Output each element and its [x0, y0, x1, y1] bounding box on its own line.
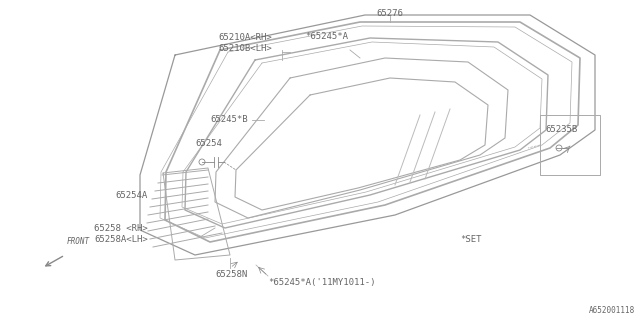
Text: 65210A<RH>: 65210A<RH>: [218, 33, 272, 42]
Text: A652001118: A652001118: [589, 306, 635, 315]
Text: 65258 <RH>: 65258 <RH>: [94, 224, 148, 233]
Text: 65276: 65276: [376, 9, 403, 18]
Text: 65235B: 65235B: [545, 125, 577, 134]
Text: 65245*B: 65245*B: [211, 116, 248, 124]
Text: 65258A<LH>: 65258A<LH>: [94, 235, 148, 244]
Text: FRONT: FRONT: [67, 237, 90, 246]
Text: *65245*A: *65245*A: [305, 32, 348, 41]
Text: *SET: *SET: [460, 236, 481, 244]
Text: 65254A: 65254A: [116, 190, 148, 199]
Text: 65258N: 65258N: [215, 270, 247, 279]
Text: 65254: 65254: [195, 139, 222, 148]
Text: 65210B<LH>: 65210B<LH>: [218, 44, 272, 53]
Text: *65245*A('11MY1011-): *65245*A('11MY1011-): [268, 278, 376, 287]
